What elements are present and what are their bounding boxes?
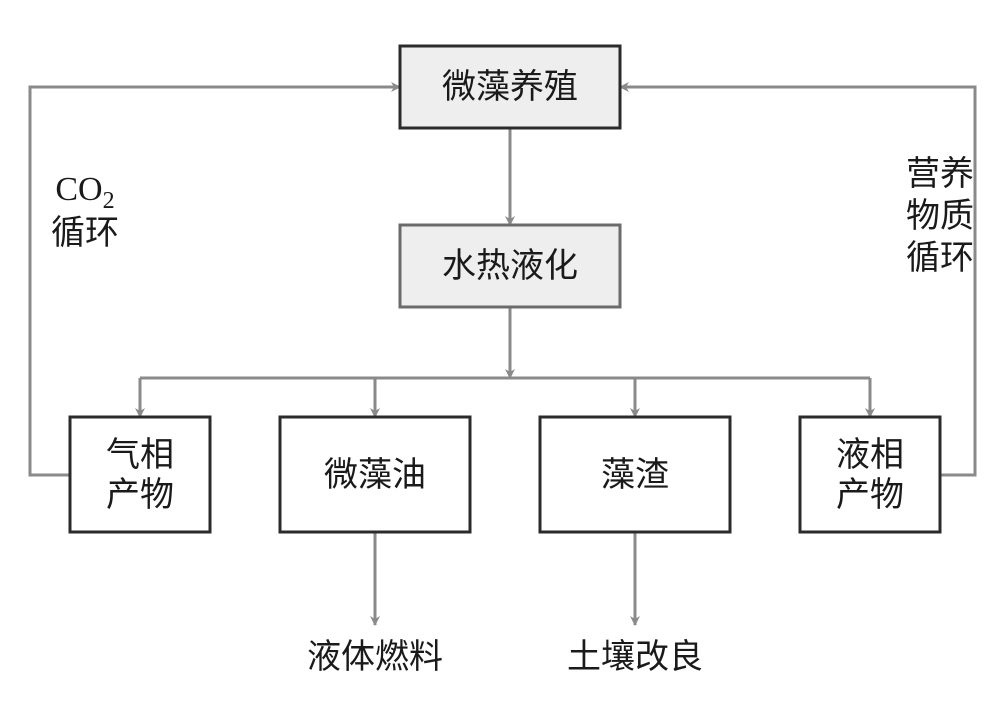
node-liquid-label-2: 产物: [836, 476, 904, 514]
node-residue: 藻渣: [540, 417, 730, 532]
node-oil-label: 微藻油: [324, 456, 426, 494]
node-gas-label-2: 产物: [106, 476, 174, 514]
node-htl-label: 水热液化: [442, 247, 578, 285]
node-gas: 气相 产物: [70, 417, 210, 532]
node-cultivation-label: 微藻养殖: [442, 68, 578, 106]
node-liquid-label-1: 液相: [836, 436, 904, 474]
node-htl: 水热液化: [400, 225, 620, 307]
flowchart-canvas: 微藻养殖 水热液化 气相 产物 微藻油 藻渣 液相 产物 液体燃料 土壤改良 C…: [0, 0, 1000, 717]
side-label-co2-sub: 2: [103, 188, 115, 214]
side-label-nutrient-1: 营养: [906, 155, 974, 193]
side-label-co2-co: CO: [55, 171, 102, 208]
node-gas-label-1: 气相: [106, 436, 174, 474]
output-fuel-label: 液体燃料: [307, 638, 443, 676]
node-liquid: 液相 产物: [800, 417, 940, 532]
node-oil: 微藻油: [280, 417, 470, 532]
node-residue-label: 藻渣: [601, 456, 669, 494]
side-label-co2: CO2: [55, 171, 114, 214]
side-label-co2-cycle: 循环: [51, 214, 119, 252]
output-soil-label: 土壤改良: [567, 638, 703, 676]
side-label-nutrient-2: 物质: [906, 197, 974, 235]
node-cultivation: 微藻养殖: [400, 46, 620, 128]
side-label-nutrient-3: 循环: [906, 239, 974, 277]
